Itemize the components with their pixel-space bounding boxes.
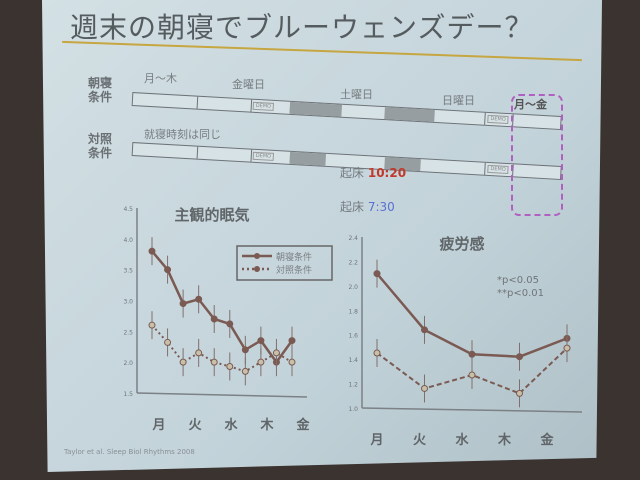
y-tick-label: 1.4 — [348, 357, 358, 364]
data-point — [241, 367, 249, 375]
legend-marker — [254, 266, 260, 272]
same-bedtime-label: 就寝時刻は同じ — [144, 128, 221, 141]
wake-normal-time: 7:30 — [367, 200, 395, 214]
mon-fri-label: 月～金 — [514, 98, 547, 111]
significance-note: *p<0.05 — [497, 275, 539, 286]
sun-label: 日曜日 — [442, 94, 475, 107]
data-point — [210, 358, 218, 366]
y-tick-label: 2.2 — [348, 259, 358, 266]
x-category-label: 火 — [188, 418, 202, 433]
data-point — [468, 350, 476, 358]
data-point — [148, 247, 156, 255]
y-tick-label: 2.0 — [348, 284, 358, 291]
data-point — [148, 321, 156, 329]
y-tick-label: 1.5 — [123, 391, 133, 398]
series-line-main — [151, 250, 294, 365]
data-point — [210, 315, 218, 323]
x-category-label: 月 — [369, 433, 383, 448]
x-category-label: 水 — [224, 417, 238, 433]
data-point — [516, 353, 523, 361]
y-tick-label: 3.0 — [123, 299, 133, 306]
x-category-label: 月 — [151, 418, 165, 433]
x-category-label: 火 — [413, 433, 427, 448]
data-point — [257, 337, 265, 345]
wake-text: 起床 — [340, 200, 365, 214]
x-category-label: 金 — [295, 417, 310, 433]
data-point — [272, 349, 280, 357]
y-tick-label: 4.5 — [123, 206, 133, 213]
data-point — [195, 295, 203, 303]
data-point — [241, 346, 249, 354]
data-point — [179, 300, 187, 308]
fri-label: 金曜日 — [232, 78, 265, 91]
x-category-label: 金 — [539, 432, 554, 448]
x-axis — [361, 407, 583, 413]
x-category-label: 木 — [497, 432, 512, 448]
wake-late-time: 10:20 — [367, 166, 407, 180]
sat-label: 土曜日 — [340, 88, 373, 101]
y-tick-label: 1.2 — [348, 382, 358, 389]
chart-title: 主観的眠気 — [174, 206, 249, 224]
chart-title: 疲労感 — [439, 235, 484, 253]
y-tick-label: 1.6 — [348, 333, 358, 340]
mon-thu-label: 月～木 — [144, 72, 177, 85]
wake-late-label: 起床 10:20 — [340, 164, 406, 181]
x-axis — [136, 392, 308, 398]
series-line-control — [151, 324, 293, 373]
y-tick-label: 2.4 — [348, 235, 358, 242]
data-point — [468, 371, 476, 379]
legend-box — [236, 245, 333, 281]
data-point — [373, 349, 381, 357]
data-point — [226, 320, 234, 328]
y-tick-label: 1.0 — [348, 406, 358, 413]
data-point — [421, 384, 428, 392]
data-point — [164, 266, 172, 274]
data-point — [563, 344, 571, 352]
wake-text: 起床 — [340, 166, 365, 180]
y-tick-label: 2.0 — [123, 360, 133, 367]
data-point — [421, 326, 428, 334]
y-tick-label: 4.0 — [123, 237, 133, 244]
legend-label: 対照条件 — [276, 264, 312, 276]
slide-title: 週末の朝寝でブルーウェンズデー？ — [70, 11, 534, 44]
data-point — [226, 362, 234, 370]
data-point — [164, 338, 172, 346]
data-point — [288, 337, 296, 345]
slide: 週末の朝寝でブルーウェンズデー？ 朝寝 条件 対照 条件 月～木 金曜日 土曜日… — [42, 0, 602, 472]
x-category-label: 木 — [259, 417, 274, 433]
significance-note: **p<0.01 — [497, 288, 544, 299]
y-tick-label: 2.5 — [123, 329, 133, 336]
mon-fri-highlight-box — [511, 94, 563, 216]
data-point — [179, 358, 187, 366]
row1-label: 朝寝 条件 — [88, 76, 113, 104]
charts: 4.54.03.53.02.52.01.5主観的眠気月火水木金朝寝条件対照条件2… — [123, 206, 583, 448]
citation: Taylor et al. Sleep Biol Rhythms 2008 — [64, 448, 195, 456]
wake-normal-label: 起床 7:30 — [340, 198, 395, 215]
row2-label: 対照 条件 — [88, 132, 113, 160]
data-point — [257, 358, 265, 366]
x-category-label: 水 — [455, 432, 469, 448]
data-point — [288, 358, 296, 366]
y-tick-label: 1.8 — [348, 308, 358, 315]
data-point — [195, 349, 203, 357]
data-point — [516, 389, 523, 397]
legend-marker — [254, 253, 260, 259]
legend-label: 朝寝条件 — [276, 251, 312, 263]
data-point — [373, 270, 381, 278]
y-tick-label: 3.5 — [123, 268, 133, 275]
